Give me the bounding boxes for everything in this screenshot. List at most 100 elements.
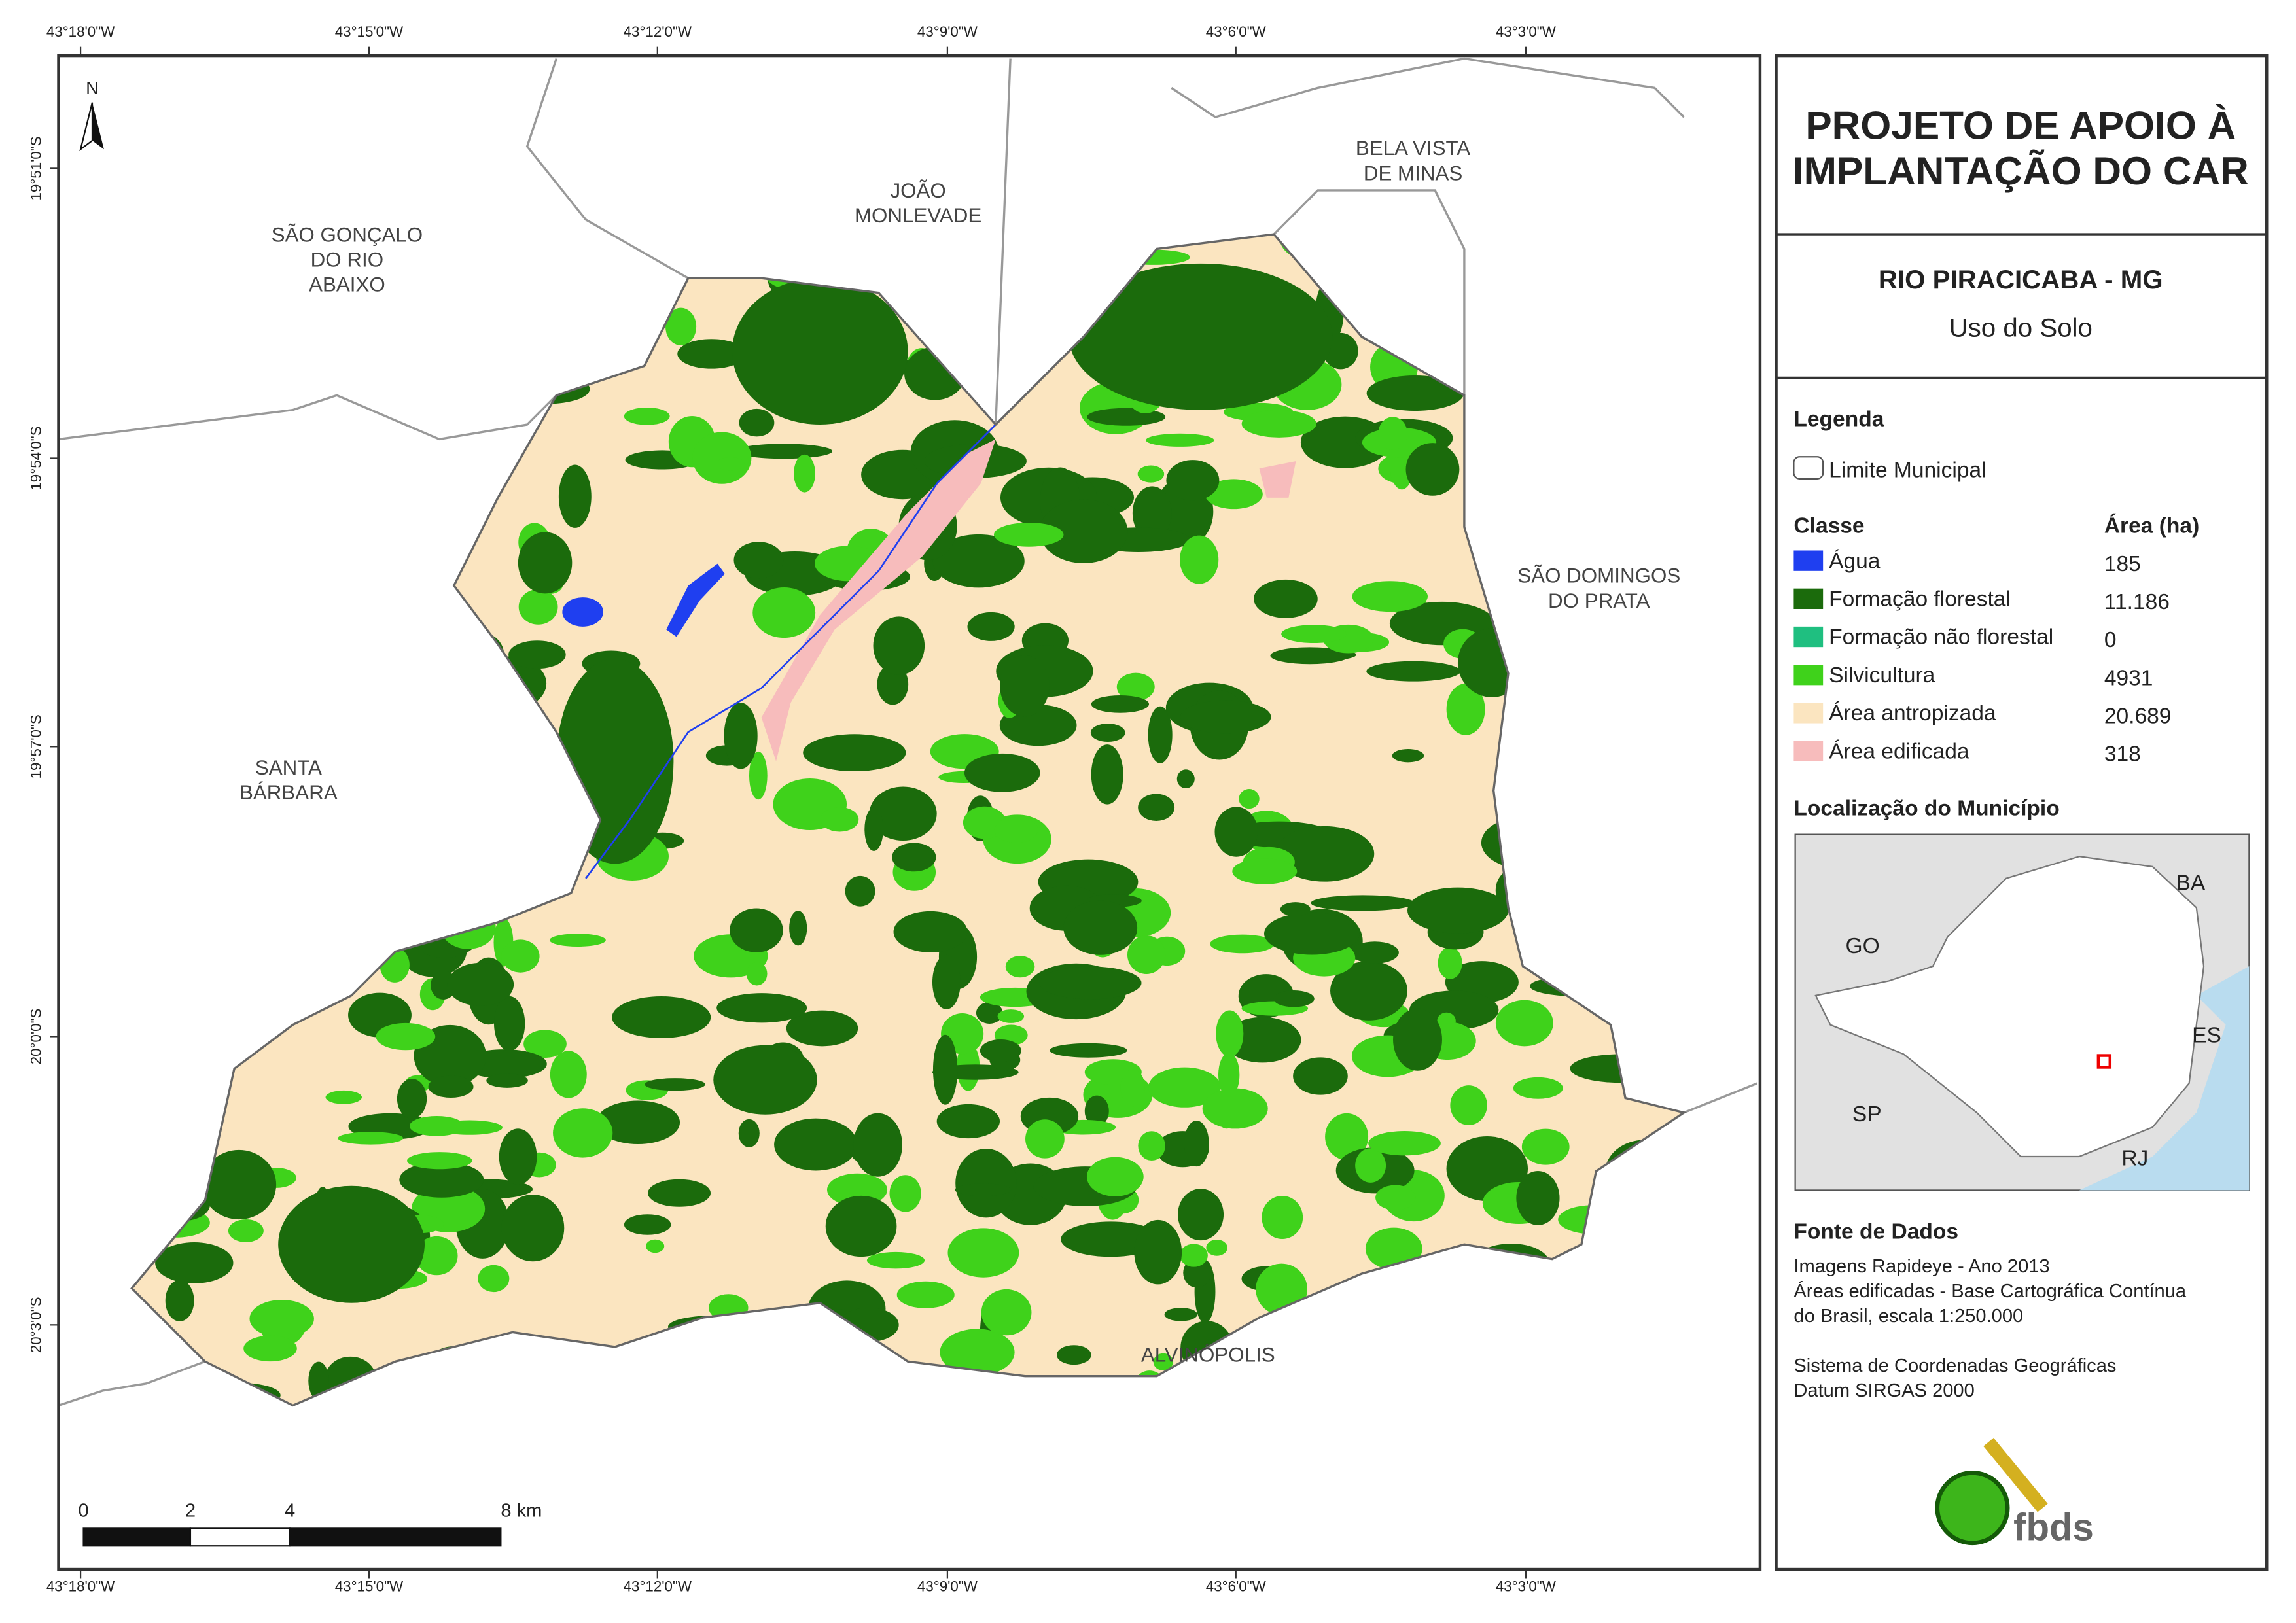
land-cover-patch: [165, 1280, 194, 1321]
land-cover-patch: [1116, 672, 1155, 701]
land-cover-patch: [786, 1010, 858, 1047]
land-cover-patch: [1148, 706, 1173, 763]
land-cover-patch: [735, 444, 833, 459]
source-line: Áreas edificadas - Base Cartográfica Con…: [1793, 1280, 2186, 1302]
land-cover-patch: [713, 1045, 817, 1115]
legend-label: Área antropizada: [1829, 701, 1996, 725]
land-cover-patch: [1450, 1085, 1487, 1125]
neighbor-boundary: [1464, 57, 1685, 118]
land-cover-patch: [1521, 1128, 1570, 1165]
logo-text: fbds: [2013, 1506, 2094, 1548]
longitude-label: 43°3'0"W: [1496, 24, 1557, 40]
place-label: SÃO DOMINGOS: [1517, 565, 1680, 587]
land-cover-patch: [1179, 1244, 1208, 1267]
land-cover-patch: [624, 408, 670, 425]
place-label: ABAIXO: [309, 273, 385, 296]
land-cover-patch: [1184, 1120, 1209, 1167]
land-cover-patch: [730, 908, 783, 952]
water: [562, 597, 604, 627]
land-cover-patch: [1446, 683, 1485, 735]
land-cover-patch: [1275, 826, 1375, 882]
longitude-label: 43°18'0"W: [46, 1579, 115, 1595]
legend-swatch: [1793, 703, 1824, 724]
land-cover-patch: [1091, 695, 1150, 713]
legend-swatch: [1793, 588, 1824, 610]
land-cover-patch: [789, 911, 807, 946]
legend-area: 185: [2104, 552, 2141, 576]
source-line: Sistema de Coordenadas Geográficas: [1793, 1355, 2116, 1376]
neighbor-boundary: [58, 1360, 205, 1407]
land-cover-patch: [1202, 1088, 1268, 1129]
land-cover-patch: [1392, 749, 1424, 763]
title-line: PROJETO DE APOIO À: [1805, 103, 2236, 148]
land-cover-patch: [1134, 1219, 1182, 1285]
legend: Água 185 Formação florestal 11.186 Formação …: [1793, 549, 2172, 767]
legend-area: 20.689: [2104, 705, 2172, 729]
land-cover-patch: [1513, 1077, 1563, 1099]
land-cover-patch: [845, 875, 875, 907]
land-cover-patch: [1138, 1131, 1165, 1161]
land-cover-patch: [325, 1090, 362, 1104]
ocean: [2079, 966, 2250, 1191]
land-cover-patch: [501, 939, 540, 973]
land-cover-patch: [1232, 858, 1298, 884]
land-cover-patch: [997, 1009, 1025, 1023]
land-cover-patch: [1263, 912, 1360, 955]
land-cover-patch: [774, 1118, 858, 1171]
land-cover-patch: [825, 1195, 897, 1257]
legend-label: Silvicultura: [1829, 663, 1935, 688]
locator-label: SP: [1852, 1102, 1882, 1126]
land-cover-patch: [1516, 1170, 1560, 1225]
scale-label: 2: [185, 1500, 196, 1521]
neighbor-boundary: [58, 394, 557, 441]
land-cover-patch: [896, 1281, 955, 1308]
place-label: SANTA: [255, 756, 322, 779]
land-cover-patch: [1239, 789, 1260, 809]
land-cover-patch: [1214, 807, 1258, 857]
land-cover-patch: [864, 807, 883, 851]
land-cover-patch: [1273, 990, 1315, 1007]
land-cover-patch: [447, 962, 514, 1006]
location-marker: [2096, 1054, 2112, 1069]
land-cover-patch: [558, 464, 592, 528]
land-cover-patch: [749, 751, 768, 800]
land-cover-patch: [1180, 535, 1219, 584]
place-label: BELA VISTA: [1356, 137, 1470, 160]
legend-swatch: [1793, 665, 1824, 686]
land-cover-patch: [202, 1149, 277, 1220]
land-cover-patch: [746, 962, 768, 986]
land-cover-patch: [739, 408, 775, 437]
scale-label: 8 km: [501, 1500, 542, 1521]
land-cover-patch: [936, 1104, 1000, 1139]
longitude-label: 43°15'0"W: [335, 1579, 404, 1595]
land-cover-patch: [1050, 1043, 1127, 1058]
land-cover-patch: [1366, 661, 1460, 682]
land-cover-patch: [853, 1113, 902, 1177]
land-cover-patch: [1153, 1353, 1173, 1371]
land-cover-patch: [873, 616, 925, 675]
land-cover-patch: [550, 934, 606, 947]
land-cover-patch: [892, 843, 936, 872]
state-shape: [1814, 856, 2205, 1158]
water: [666, 563, 725, 637]
land-cover-patch: [1325, 1113, 1369, 1161]
legend-swatch: [1793, 550, 1824, 571]
land-cover-patch: [1138, 794, 1175, 821]
land-cover-patch: [976, 1002, 1003, 1024]
land-cover-patch: [376, 1022, 436, 1051]
land-cover-patch: [550, 1051, 587, 1098]
land-cover-patch: [399, 1161, 484, 1198]
land-cover-patch: [1254, 579, 1318, 618]
north-arrow: [79, 102, 94, 152]
land-cover-patch: [1039, 966, 1142, 1000]
place-label: MONLEVADE: [855, 204, 981, 227]
land-cover-patch: [1352, 581, 1428, 612]
sources-title: Fonte de Dados: [1793, 1219, 1958, 1244]
land-cover-patch: [866, 1251, 925, 1269]
place-label: JOÃO: [891, 179, 946, 202]
title-line: IMPLANTAÇÃO DO CAR: [1793, 148, 2249, 193]
latitude-label: 19°51'0"S: [28, 136, 44, 200]
land-cover-patch: [1375, 1185, 1416, 1210]
land-cover-patch: [889, 1175, 921, 1212]
legend-label: Água: [1829, 549, 1881, 573]
